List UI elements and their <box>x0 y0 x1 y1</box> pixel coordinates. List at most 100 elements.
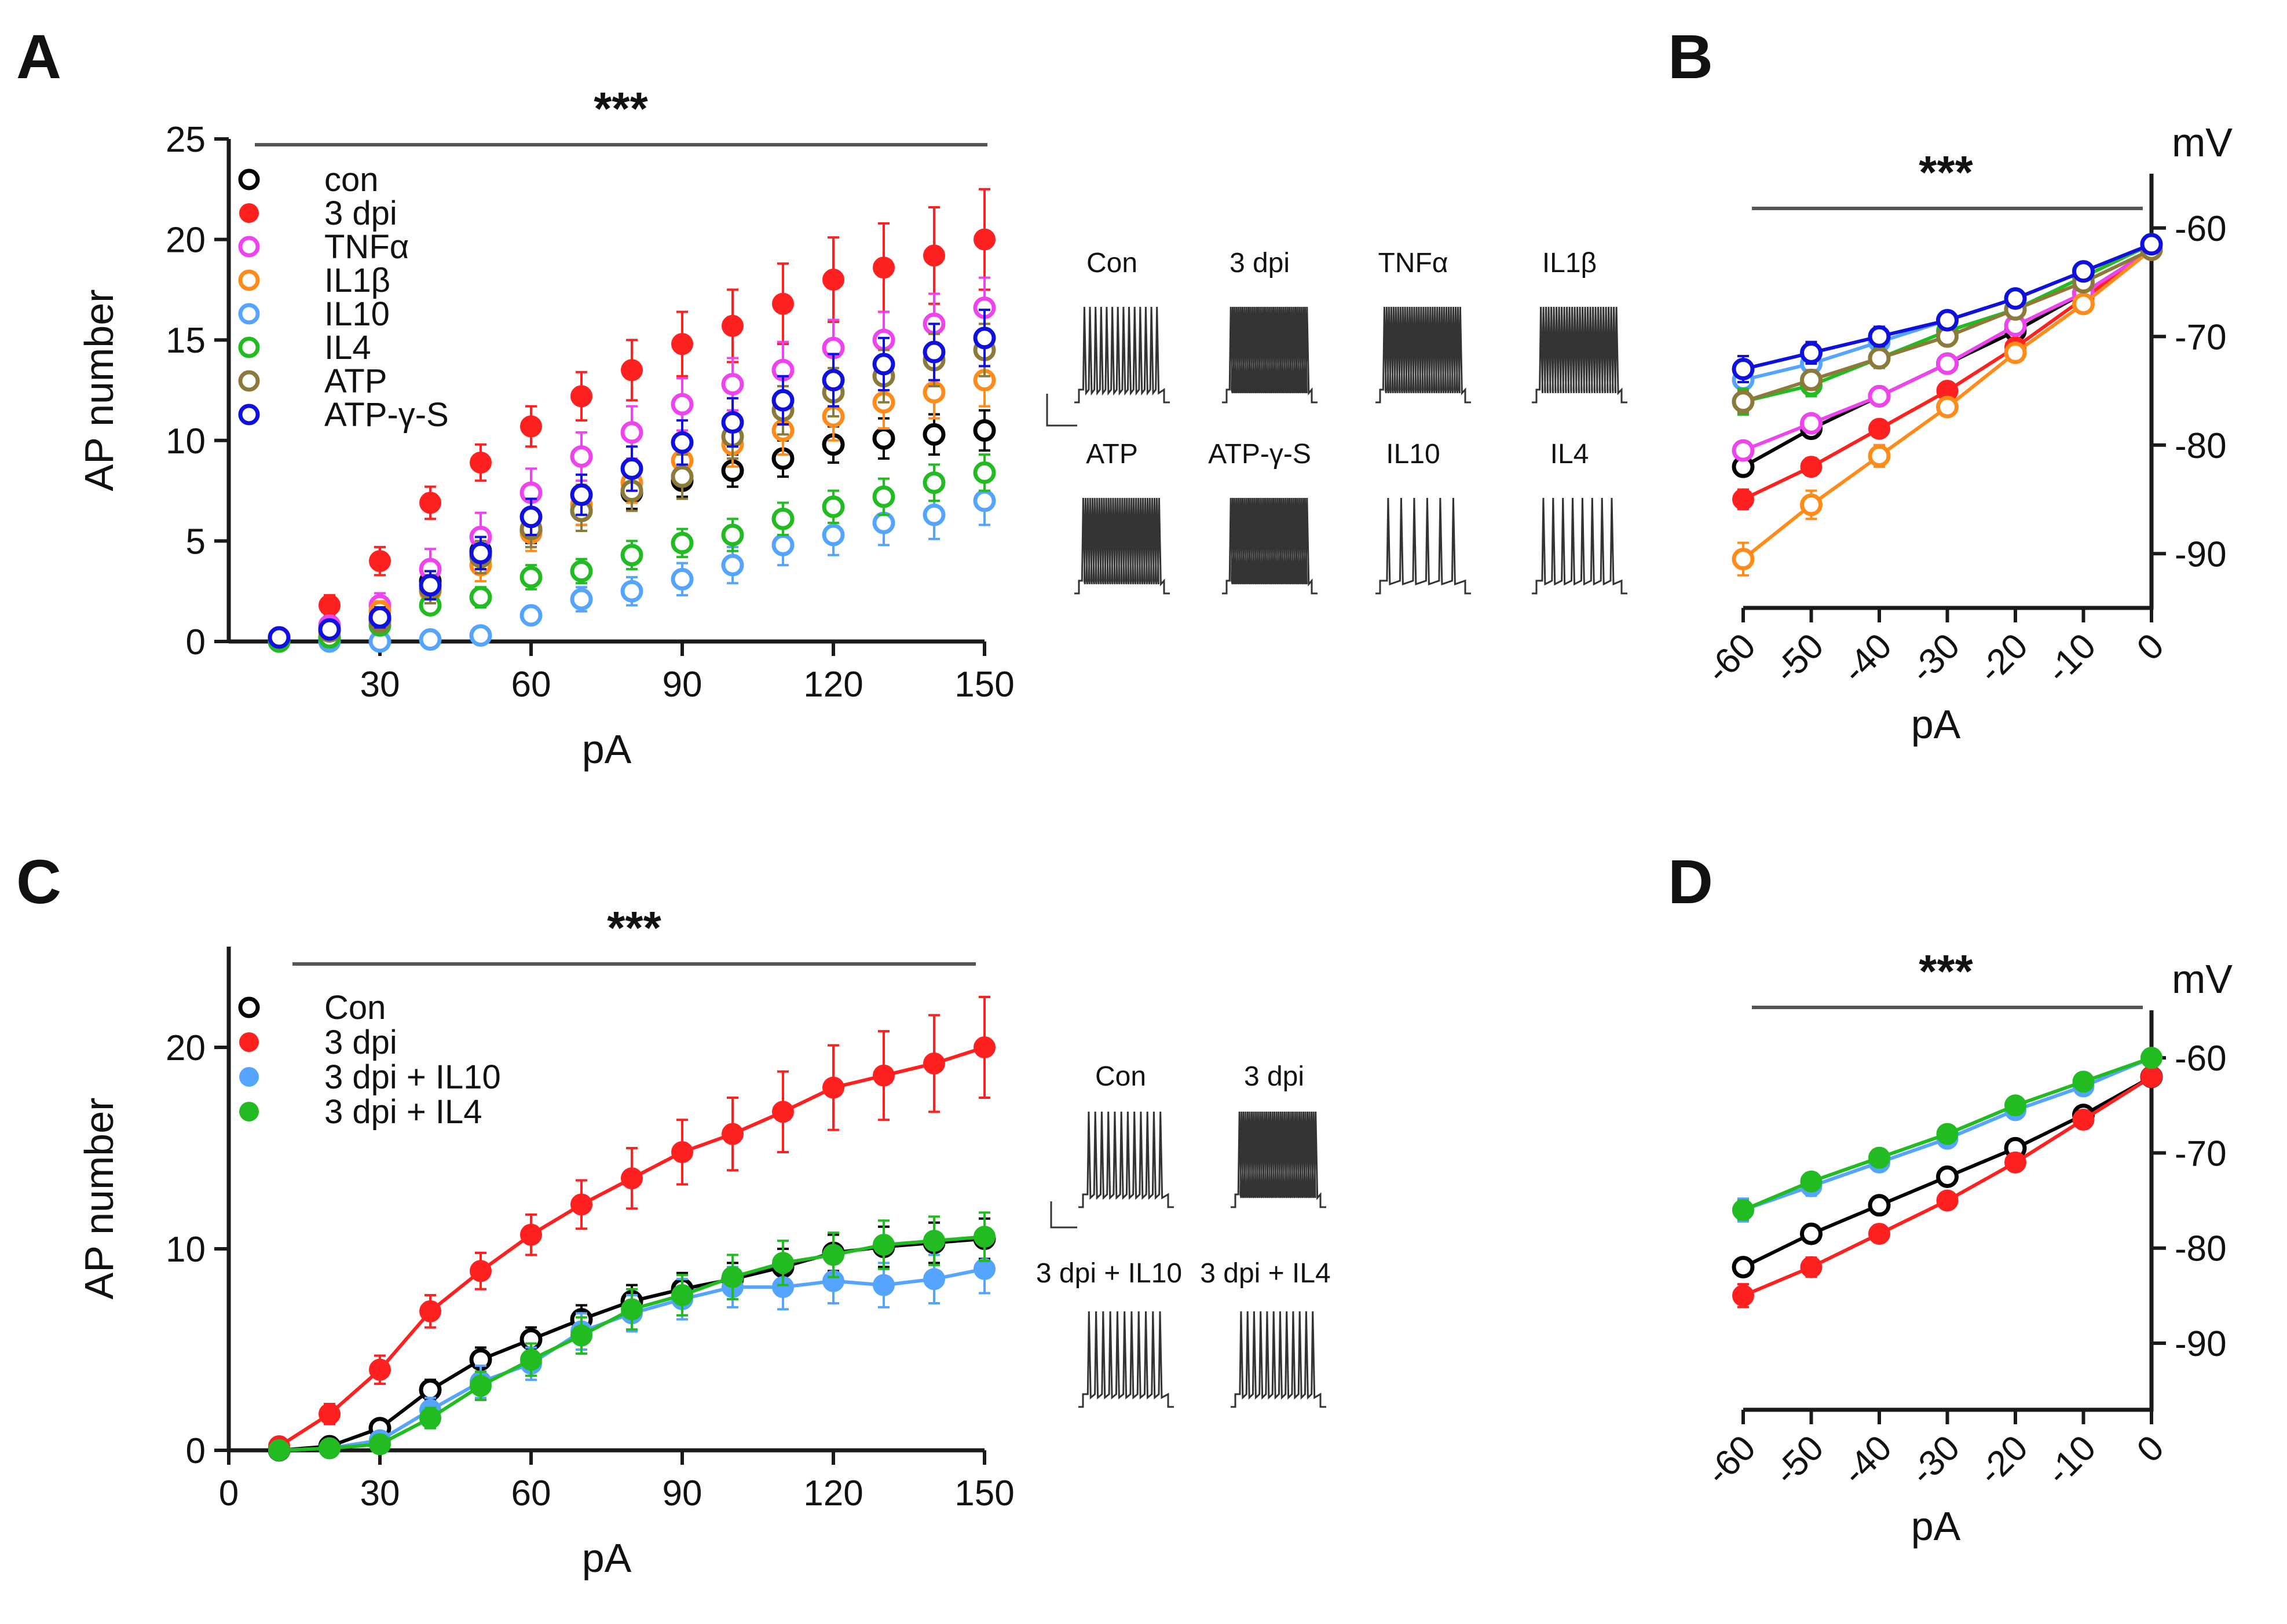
data-point <box>620 421 643 444</box>
data-point <box>1732 488 1754 511</box>
data-point <box>620 457 643 480</box>
y-tick-label: 0 <box>186 622 206 662</box>
panel-letter-a: A <box>16 21 61 91</box>
data-point <box>2072 1108 2095 1131</box>
x-axis-label: pA <box>1911 702 1961 747</box>
y-axis-label: mV <box>2172 120 2233 165</box>
legend-label: 3 dpi <box>324 195 397 232</box>
data-point <box>519 505 543 529</box>
data-point <box>822 1244 844 1266</box>
x-axis-label: pA <box>582 1535 632 1581</box>
y-axis-label: AP number <box>76 289 122 492</box>
y-tick-label: -90 <box>2175 1324 2227 1364</box>
spike-trace <box>1375 306 1471 404</box>
data-point <box>620 580 643 603</box>
spike-trace <box>1532 306 1627 404</box>
trace-label: 3 dpi + IL4 <box>1200 1258 1331 1289</box>
data-point <box>822 523 845 547</box>
data-point <box>519 604 543 627</box>
x-tick-label: -10 <box>2039 626 2103 691</box>
data-point <box>519 566 543 589</box>
legend-label: TNFα <box>324 228 409 266</box>
y-tick-label: -70 <box>2175 317 2227 357</box>
data-point <box>1868 1223 1890 1245</box>
data-point <box>1868 417 1890 440</box>
data-point <box>2004 287 2027 310</box>
data-point <box>923 471 946 494</box>
spike-trace <box>1078 1311 1174 1408</box>
legend-label: con <box>324 161 379 199</box>
data-point <box>923 1230 945 1252</box>
x-tick-label: -60 <box>1699 1428 1763 1493</box>
trace-label: Con <box>1095 1061 1146 1092</box>
legend-marker <box>238 303 260 325</box>
data-point <box>1868 347 1891 370</box>
data-point <box>1800 493 1823 516</box>
scale-bar <box>1046 394 1077 427</box>
data-point <box>469 586 492 609</box>
data-point <box>621 1167 643 1190</box>
legend-marker <box>238 370 260 392</box>
data-point <box>1936 1123 1959 1145</box>
data-point <box>1732 1199 1754 1221</box>
data-point <box>671 1141 693 1163</box>
data-point <box>923 1052 945 1075</box>
data-point <box>469 541 492 564</box>
data-point <box>923 423 946 446</box>
x-tick-label: 0 <box>2129 626 2172 668</box>
y-tick-label: 20 <box>166 1028 206 1068</box>
legend-label: 3 dpi + IL4 <box>324 1093 482 1131</box>
scale-bar <box>1050 1201 1077 1229</box>
data-point <box>873 1064 895 1087</box>
y-tick-label: -80 <box>2175 426 2227 466</box>
data-point <box>1868 325 1891 348</box>
data-point <box>621 359 643 382</box>
y-tick-label: 10 <box>166 1230 206 1270</box>
spike-trace <box>1231 1111 1326 1208</box>
data-point <box>1800 1170 1823 1193</box>
x-tick-label: -30 <box>1902 1428 1967 1493</box>
data-point <box>2072 260 2095 283</box>
data-point <box>1800 341 1823 364</box>
data-point <box>671 393 694 416</box>
legend-marker <box>238 336 260 358</box>
data-point <box>470 451 492 474</box>
trace-insets-c: Con 3 dpi 3 dpi + IL10 3 dpi + IL4 <box>1036 1061 1331 1408</box>
x-tick-label: 30 <box>360 665 400 705</box>
data-point <box>1732 390 1755 413</box>
data-point <box>873 1274 895 1296</box>
data-point <box>2140 1047 2162 1069</box>
y-tick-label: 10 <box>166 421 206 461</box>
data-point <box>722 1123 744 1145</box>
data-point <box>973 489 996 512</box>
data-point <box>570 483 593 507</box>
y-tick-label: 5 <box>186 522 206 562</box>
x-tick-label: -30 <box>1902 626 1967 691</box>
legend-label: ATP <box>324 362 387 400</box>
trace-label: 3 dpi + IL10 <box>1036 1258 1182 1289</box>
data-point <box>2140 1066 2162 1088</box>
panel-letter-c: C <box>16 846 61 917</box>
y-tick-label: 0 <box>186 1431 206 1471</box>
data-point <box>973 461 996 484</box>
data-point <box>1868 445 1891 467</box>
data-point <box>872 427 895 450</box>
data-point <box>872 511 895 534</box>
data-point <box>721 523 744 547</box>
data-point <box>1800 412 1823 435</box>
data-point <box>1936 1165 1959 1188</box>
spike-trace <box>1074 306 1170 404</box>
sig-stars-d: *** <box>1919 945 1973 997</box>
y-tick-label: 15 <box>166 321 206 361</box>
data-point <box>470 1374 492 1397</box>
trace-label: Con <box>1086 248 1137 278</box>
data-point <box>973 419 996 442</box>
legend-label: ATP-γ-S <box>324 396 449 434</box>
spike-trace <box>1222 306 1318 404</box>
legend-marker <box>239 1102 259 1121</box>
data-point <box>419 492 441 514</box>
data-point <box>722 314 744 337</box>
data-point <box>1800 1256 1823 1278</box>
